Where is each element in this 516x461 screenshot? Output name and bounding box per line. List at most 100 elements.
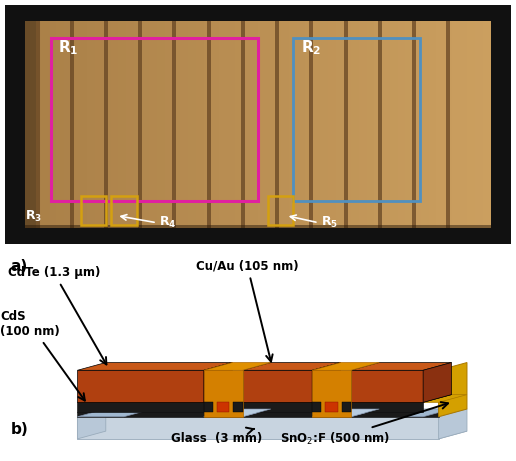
Polygon shape bbox=[77, 409, 106, 439]
Bar bbox=[320, 19, 328, 230]
Bar bbox=[25, 225, 491, 230]
Polygon shape bbox=[243, 395, 341, 402]
Bar bbox=[241, 19, 245, 230]
Bar bbox=[344, 19, 348, 230]
Bar bbox=[126, 19, 135, 230]
Polygon shape bbox=[204, 409, 271, 417]
Bar bbox=[312, 19, 320, 230]
Polygon shape bbox=[243, 362, 341, 370]
Bar bbox=[119, 19, 127, 230]
Text: a): a) bbox=[10, 259, 27, 274]
Bar bbox=[397, 19, 406, 230]
Polygon shape bbox=[204, 409, 271, 417]
Bar bbox=[33, 19, 41, 230]
Bar bbox=[366, 19, 375, 230]
Bar bbox=[412, 19, 416, 230]
Bar bbox=[437, 19, 445, 230]
Bar bbox=[87, 19, 95, 230]
Text: $\mathbf{R_1}$: $\mathbf{R_1}$ bbox=[58, 39, 79, 57]
Polygon shape bbox=[77, 412, 439, 417]
Bar bbox=[56, 19, 64, 230]
Bar bbox=[351, 19, 359, 230]
Bar bbox=[235, 19, 243, 230]
Polygon shape bbox=[233, 402, 243, 412]
Polygon shape bbox=[351, 402, 423, 412]
Bar bbox=[390, 19, 398, 230]
Polygon shape bbox=[423, 362, 452, 402]
Bar bbox=[275, 19, 279, 230]
Bar bbox=[5, 228, 511, 244]
Bar bbox=[51, 38, 258, 201]
Text: CdS
(100 nm): CdS (100 nm) bbox=[0, 310, 85, 401]
Bar bbox=[382, 19, 390, 230]
Bar bbox=[273, 19, 282, 230]
Polygon shape bbox=[204, 370, 243, 417]
Bar bbox=[172, 19, 176, 230]
Bar bbox=[378, 19, 382, 230]
Polygon shape bbox=[423, 395, 467, 402]
Bar bbox=[173, 19, 181, 230]
Bar bbox=[452, 19, 460, 230]
Bar bbox=[258, 19, 266, 230]
Bar bbox=[204, 19, 212, 230]
Text: b): b) bbox=[10, 422, 28, 437]
Polygon shape bbox=[312, 362, 379, 370]
Polygon shape bbox=[77, 417, 439, 439]
Bar bbox=[491, 5, 511, 244]
Bar bbox=[219, 19, 228, 230]
Bar bbox=[268, 196, 294, 225]
Bar bbox=[227, 19, 235, 230]
Bar bbox=[81, 196, 106, 225]
Bar bbox=[297, 19, 305, 230]
Polygon shape bbox=[342, 402, 351, 412]
Bar bbox=[446, 19, 450, 230]
Bar bbox=[304, 19, 313, 230]
Bar bbox=[5, 5, 25, 244]
Bar bbox=[406, 19, 414, 230]
Polygon shape bbox=[312, 362, 341, 402]
Bar bbox=[79, 19, 88, 230]
Bar bbox=[374, 19, 382, 230]
Bar bbox=[212, 19, 220, 230]
Polygon shape bbox=[204, 402, 213, 412]
Bar bbox=[25, 19, 34, 230]
Polygon shape bbox=[204, 362, 271, 370]
Text: $\mathbf{R_5}$: $\mathbf{R_5}$ bbox=[321, 215, 338, 230]
Bar bbox=[49, 19, 57, 230]
Polygon shape bbox=[243, 402, 312, 412]
Polygon shape bbox=[439, 362, 467, 417]
Bar bbox=[359, 19, 367, 230]
Bar bbox=[310, 19, 313, 230]
Polygon shape bbox=[326, 402, 337, 412]
Bar bbox=[289, 19, 297, 230]
Bar bbox=[460, 19, 468, 230]
Bar bbox=[111, 196, 137, 225]
Bar bbox=[335, 19, 344, 230]
Bar bbox=[328, 19, 336, 230]
Bar bbox=[134, 19, 142, 230]
Text: CdTe (1.3 μm): CdTe (1.3 μm) bbox=[8, 266, 106, 365]
Polygon shape bbox=[77, 395, 232, 402]
Polygon shape bbox=[312, 409, 379, 417]
Bar bbox=[294, 38, 420, 201]
Polygon shape bbox=[77, 409, 152, 417]
Bar bbox=[110, 19, 119, 230]
Polygon shape bbox=[439, 409, 467, 439]
Bar bbox=[25, 19, 36, 230]
Polygon shape bbox=[351, 395, 452, 402]
Bar bbox=[483, 19, 491, 230]
Polygon shape bbox=[243, 370, 312, 402]
Bar bbox=[41, 19, 49, 230]
Text: $\mathbf{R_4}$: $\mathbf{R_4}$ bbox=[159, 215, 177, 230]
Bar bbox=[103, 19, 111, 230]
Bar bbox=[157, 19, 166, 230]
Bar bbox=[181, 19, 189, 230]
Bar bbox=[206, 19, 211, 230]
Polygon shape bbox=[77, 431, 467, 439]
Bar bbox=[429, 19, 437, 230]
Bar bbox=[95, 19, 103, 230]
Polygon shape bbox=[204, 362, 232, 402]
Bar bbox=[421, 19, 429, 230]
Polygon shape bbox=[77, 362, 232, 370]
Text: $\mathbf{R_2}$: $\mathbf{R_2}$ bbox=[301, 39, 321, 57]
